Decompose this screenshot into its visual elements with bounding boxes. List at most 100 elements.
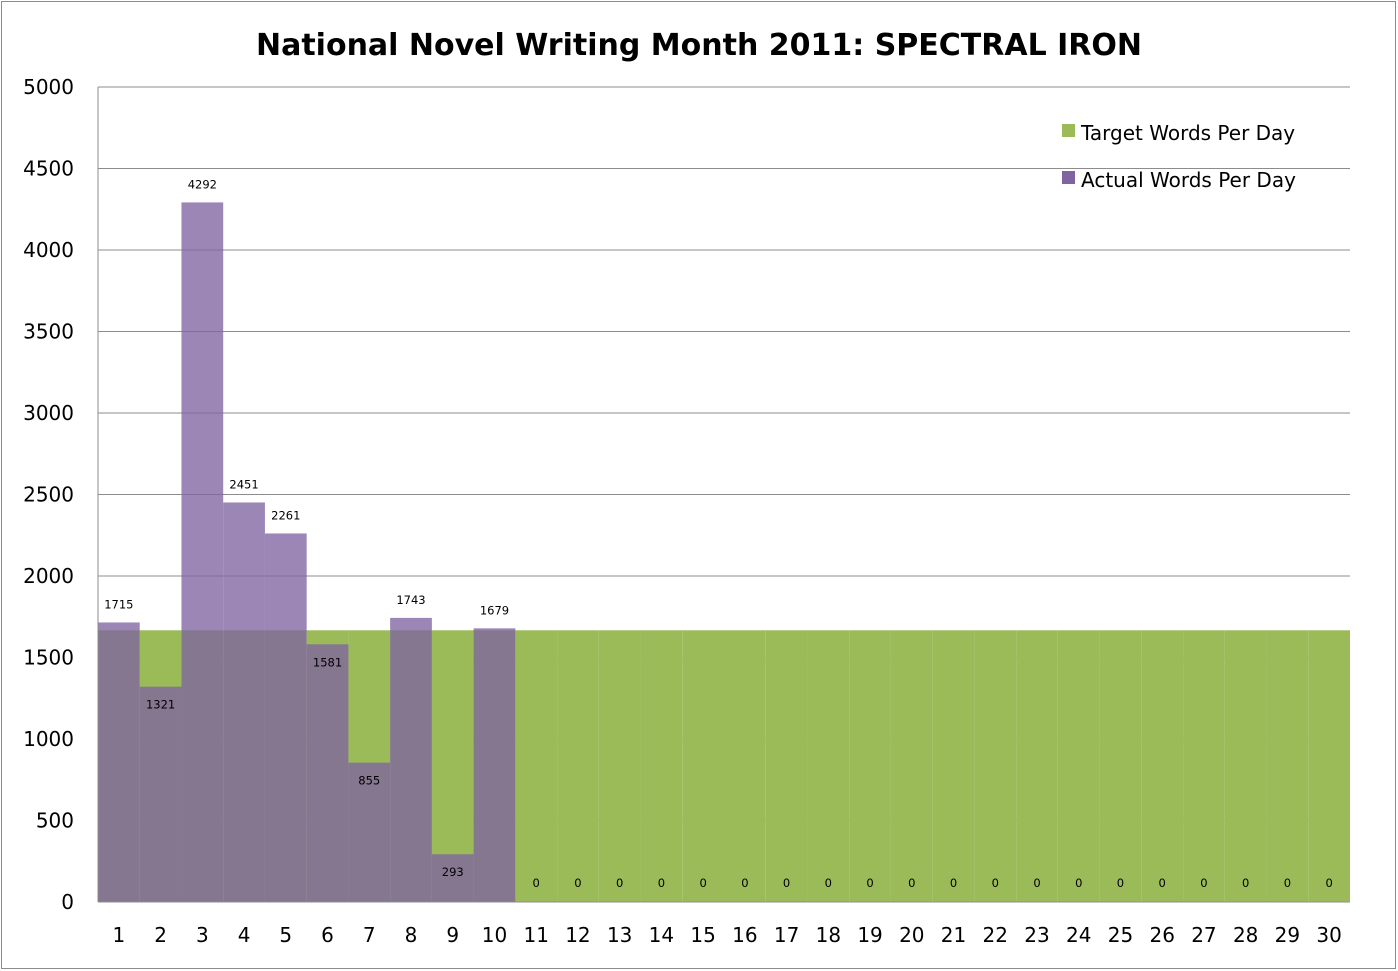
y-tick-label: 3000 — [23, 401, 74, 425]
data-label: 0 — [1159, 876, 1166, 890]
data-label: 4292 — [188, 177, 217, 191]
y-tick-label: 4000 — [23, 238, 74, 262]
data-label: 0 — [1242, 876, 1249, 890]
y-tick-label: 2500 — [23, 483, 74, 507]
chart-title: National Novel Writing Month 2011: SPECT… — [255, 28, 1143, 63]
data-label: 0 — [1200, 876, 1207, 890]
x-tick-label: 21 — [941, 923, 966, 947]
data-label: 293 — [442, 865, 464, 879]
x-tick-label: 3 — [196, 923, 209, 947]
target-bar — [1183, 630, 1225, 902]
legend-label: Target Words Per Day — [1080, 121, 1295, 145]
target-bar — [557, 630, 599, 902]
data-label: 0 — [1325, 876, 1332, 890]
data-label: 1743 — [396, 593, 425, 607]
data-label: 0 — [616, 876, 623, 890]
x-tick-label: 13 — [607, 923, 632, 947]
actual-bar — [139, 686, 182, 902]
target-bar — [1308, 630, 1350, 902]
x-tick-label: 1 — [112, 923, 125, 947]
data-label: 1715 — [104, 597, 133, 611]
legend-swatch — [1062, 171, 1075, 184]
data-label: 0 — [908, 876, 915, 890]
target-bar — [932, 630, 975, 902]
x-tick-label: 6 — [321, 923, 334, 947]
actual-bar — [223, 502, 265, 902]
x-tick-label: 30 — [1316, 923, 1341, 947]
target-bar — [1016, 630, 1058, 902]
data-label: 1321 — [146, 698, 175, 712]
y-tick-label: 0 — [61, 890, 74, 914]
data-label: 1679 — [480, 603, 509, 617]
actual-bar — [348, 762, 391, 902]
data-label: 0 — [574, 876, 581, 890]
x-tick-label: 12 — [565, 923, 590, 947]
x-tick-label: 4 — [238, 923, 251, 947]
x-tick-label: 14 — [649, 923, 674, 947]
actual-bar — [473, 628, 516, 902]
target-bar — [598, 630, 641, 902]
actual-bar — [431, 854, 474, 902]
data-label: 0 — [783, 876, 790, 890]
x-tick-label: 7 — [363, 923, 376, 947]
legend-swatch — [1062, 124, 1075, 137]
actual-bar — [390, 617, 432, 902]
target-bar — [1224, 630, 1267, 902]
actual-bar — [181, 202, 224, 903]
x-tick-label: 23 — [1024, 923, 1049, 947]
data-label: 855 — [358, 774, 380, 788]
actual-bar — [98, 622, 140, 902]
x-tick-label: 27 — [1191, 923, 1216, 947]
data-label: 0 — [658, 876, 665, 890]
target-bar — [1266, 630, 1309, 902]
x-tick-label: 29 — [1275, 923, 1300, 947]
target-bar — [974, 630, 1017, 902]
data-label: 0 — [1075, 876, 1082, 890]
x-tick-label: 8 — [405, 923, 418, 947]
x-tick-label: 2 — [154, 923, 167, 947]
legend-label: Actual Words Per Day — [1081, 168, 1296, 192]
y-tick-label: 1000 — [23, 727, 74, 751]
target-bar — [849, 630, 891, 902]
data-label: 0 — [825, 876, 832, 890]
actual-bar — [306, 644, 349, 902]
data-label: 0 — [992, 876, 999, 890]
data-label: 1581 — [313, 655, 342, 669]
x-tick-label: 11 — [523, 923, 548, 947]
data-label: 0 — [1117, 876, 1124, 890]
data-label: 0 — [699, 876, 706, 890]
target-bar — [890, 630, 933, 902]
data-label: 0 — [866, 876, 873, 890]
x-tick-label: 10 — [482, 923, 507, 947]
data-label: 2261 — [271, 508, 300, 522]
x-tick-label: 16 — [732, 923, 757, 947]
x-tick-label: 19 — [857, 923, 882, 947]
y-tick-label: 1500 — [23, 646, 74, 670]
data-label: 0 — [533, 876, 540, 890]
target-bar — [765, 630, 808, 902]
target-bar — [1141, 630, 1184, 902]
x-tick-label: 5 — [279, 923, 292, 947]
data-label: 0 — [1033, 876, 1040, 890]
x-tick-label: 22 — [983, 923, 1008, 947]
y-tick-label: 3500 — [23, 320, 74, 344]
x-tick-label: 24 — [1066, 923, 1091, 947]
x-tick-label: 15 — [690, 923, 715, 947]
target-bar — [1057, 630, 1100, 902]
y-tick-label: 4500 — [23, 157, 74, 181]
x-tick-label: 20 — [899, 923, 924, 947]
actual-bar — [264, 533, 307, 902]
x-tick-label: 17 — [774, 923, 799, 947]
y-tick-label: 500 — [36, 809, 74, 833]
target-bar — [515, 630, 558, 902]
target-bar — [682, 630, 724, 902]
target-bar — [724, 630, 766, 902]
data-label: 0 — [950, 876, 957, 890]
data-label: 0 — [1284, 876, 1291, 890]
y-tick-label: 2000 — [23, 564, 74, 588]
data-label: 0 — [741, 876, 748, 890]
x-tick-label: 26 — [1149, 923, 1174, 947]
x-tick-label: 25 — [1108, 923, 1133, 947]
target-bar — [807, 630, 850, 902]
